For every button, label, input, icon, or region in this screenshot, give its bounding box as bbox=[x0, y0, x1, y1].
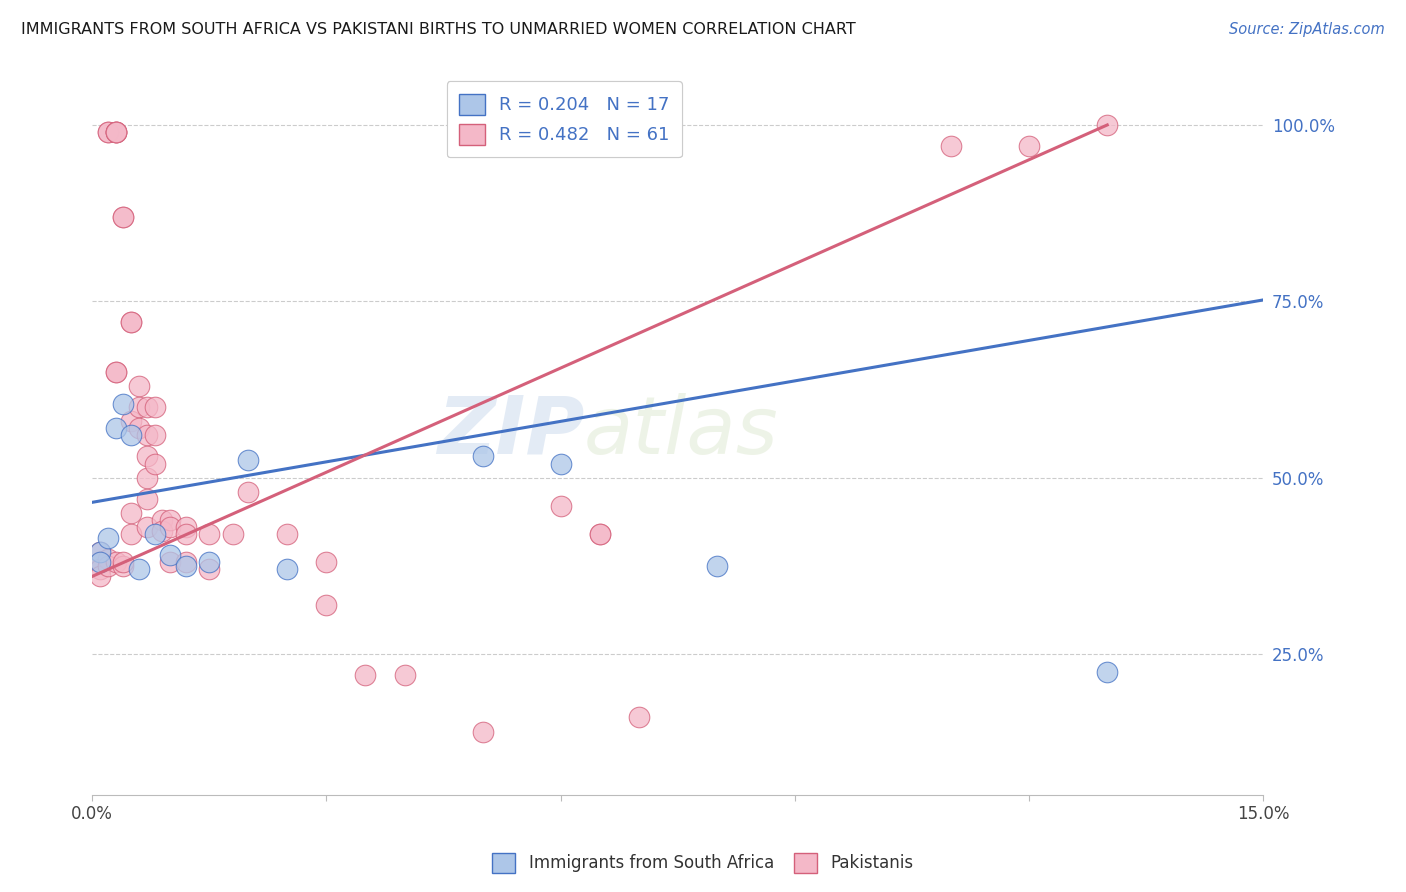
Point bbox=[152, 524, 174, 538]
Point bbox=[315, 555, 337, 569]
Point bbox=[143, 457, 166, 471]
Point bbox=[143, 527, 166, 541]
Point bbox=[238, 484, 260, 499]
Point bbox=[112, 555, 135, 569]
Point bbox=[104, 125, 127, 139]
Legend: R = 0.204   N = 17, R = 0.482   N = 61: R = 0.204 N = 17, R = 0.482 N = 61 bbox=[447, 81, 682, 157]
Point bbox=[128, 379, 150, 393]
Point bbox=[112, 210, 135, 224]
Point bbox=[159, 513, 181, 527]
Point bbox=[159, 520, 181, 534]
Point bbox=[89, 545, 111, 559]
Point bbox=[276, 527, 298, 541]
Point bbox=[143, 400, 166, 414]
Text: atlas: atlas bbox=[583, 392, 779, 471]
Point bbox=[627, 710, 650, 724]
Point bbox=[198, 527, 221, 541]
Point bbox=[394, 668, 416, 682]
Point bbox=[104, 365, 127, 379]
Point bbox=[120, 527, 142, 541]
Point bbox=[1097, 118, 1119, 132]
Point bbox=[89, 555, 111, 569]
Point bbox=[128, 421, 150, 435]
Legend: Immigrants from South Africa, Pakistanis: Immigrants from South Africa, Pakistanis bbox=[485, 847, 921, 880]
Point bbox=[89, 555, 111, 569]
Point bbox=[315, 598, 337, 612]
Point bbox=[104, 125, 127, 139]
Point bbox=[120, 315, 142, 329]
Text: ZIP: ZIP bbox=[437, 392, 583, 471]
Point bbox=[174, 520, 197, 534]
Point bbox=[120, 414, 142, 428]
Point bbox=[97, 125, 120, 139]
Point bbox=[550, 499, 572, 513]
Point bbox=[89, 545, 111, 559]
Point bbox=[104, 125, 127, 139]
Point bbox=[97, 531, 120, 545]
Point bbox=[104, 555, 127, 569]
Point bbox=[135, 520, 157, 534]
Point bbox=[104, 125, 127, 139]
Point bbox=[939, 139, 962, 153]
Point bbox=[128, 562, 150, 576]
Point bbox=[276, 562, 298, 576]
Point bbox=[354, 668, 377, 682]
Point bbox=[159, 548, 181, 562]
Point bbox=[471, 450, 494, 464]
Point bbox=[159, 555, 181, 569]
Point bbox=[135, 450, 157, 464]
Point bbox=[128, 400, 150, 414]
Point bbox=[135, 491, 157, 506]
Text: Source: ZipAtlas.com: Source: ZipAtlas.com bbox=[1229, 22, 1385, 37]
Point bbox=[112, 396, 135, 410]
Point bbox=[174, 555, 197, 569]
Point bbox=[112, 210, 135, 224]
Point bbox=[152, 513, 174, 527]
Point bbox=[471, 724, 494, 739]
Point bbox=[120, 506, 142, 520]
Point bbox=[706, 558, 728, 573]
Point bbox=[112, 558, 135, 573]
Point bbox=[1018, 139, 1040, 153]
Point bbox=[97, 558, 120, 573]
Point bbox=[238, 453, 260, 467]
Point bbox=[198, 555, 221, 569]
Point bbox=[97, 125, 120, 139]
Point bbox=[89, 562, 111, 576]
Point bbox=[135, 400, 157, 414]
Point bbox=[104, 421, 127, 435]
Point bbox=[120, 315, 142, 329]
Point bbox=[174, 527, 197, 541]
Point bbox=[550, 457, 572, 471]
Point bbox=[97, 551, 120, 566]
Point bbox=[135, 470, 157, 484]
Point bbox=[589, 527, 612, 541]
Point bbox=[120, 428, 142, 442]
Point bbox=[135, 428, 157, 442]
Point bbox=[89, 569, 111, 583]
Text: IMMIGRANTS FROM SOUTH AFRICA VS PAKISTANI BIRTHS TO UNMARRIED WOMEN CORRELATION : IMMIGRANTS FROM SOUTH AFRICA VS PAKISTAN… bbox=[21, 22, 856, 37]
Point bbox=[589, 527, 612, 541]
Point bbox=[198, 562, 221, 576]
Point bbox=[1097, 665, 1119, 679]
Point bbox=[104, 365, 127, 379]
Point bbox=[222, 527, 245, 541]
Point bbox=[174, 558, 197, 573]
Point bbox=[143, 428, 166, 442]
